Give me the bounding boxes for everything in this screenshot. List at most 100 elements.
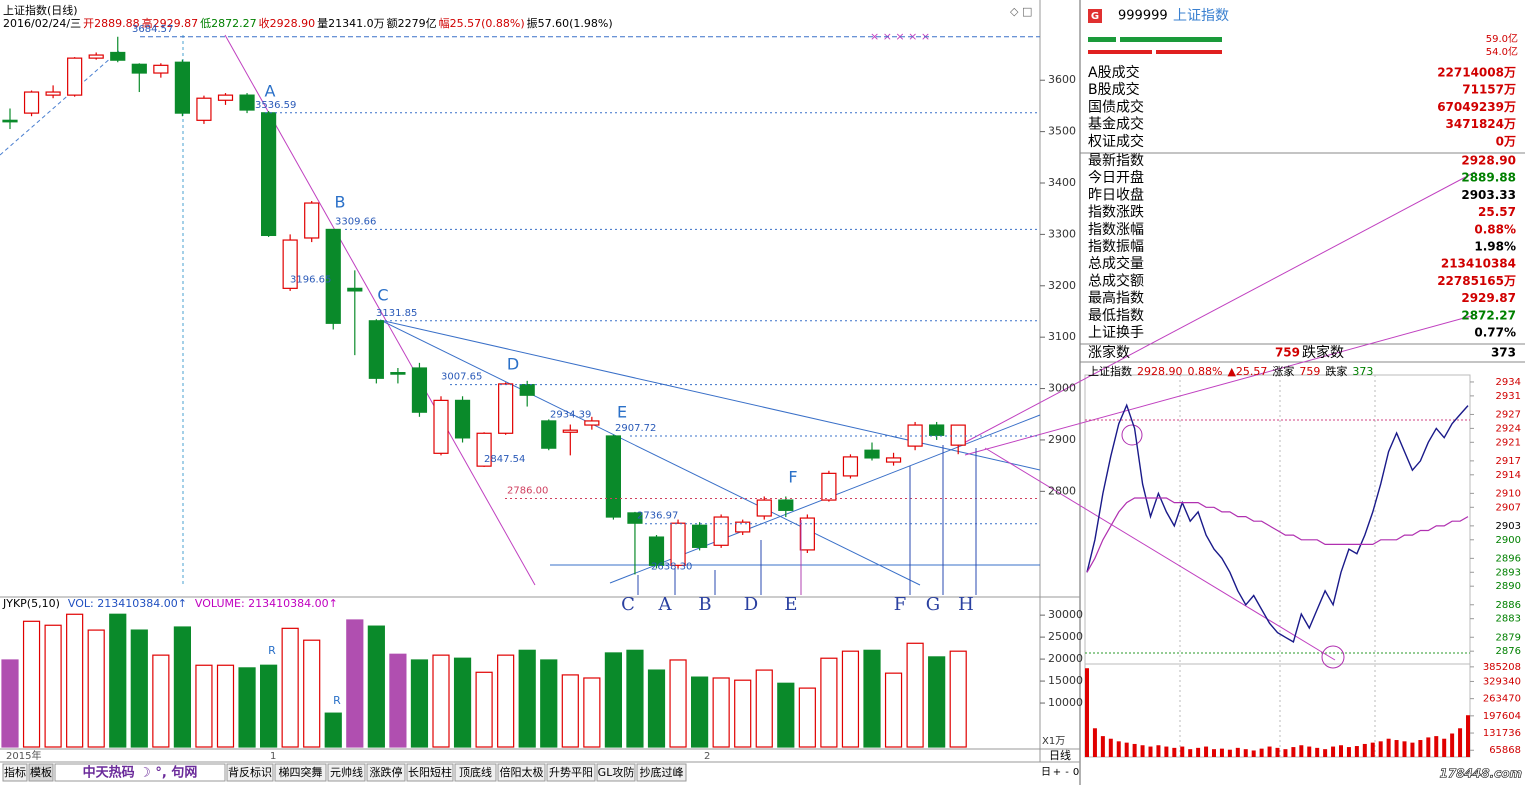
y-tick-label: 2917 [1496, 456, 1521, 467]
candle-body [411, 367, 428, 413]
bar-label: 59.0亿 [1486, 32, 1518, 45]
row-value: 71157万 [1462, 83, 1516, 97]
y-tick-label: 2924 [1496, 423, 1521, 434]
minute-volume-bar [1100, 736, 1105, 757]
y-tick-label: 2893 [1496, 567, 1521, 578]
toolbar-tab-label[interactable]: 梯四突舞 [279, 765, 323, 779]
minute-header-item: 涨家 [1272, 364, 1294, 378]
candle-body [131, 63, 147, 74]
volume-bar [647, 669, 666, 748]
toolbar-tab[interactable] [54, 763, 226, 782]
zoom-control[interactable]: - [1065, 767, 1069, 778]
price-label: 3684.57 [132, 24, 173, 35]
row-value: 1.98% [1474, 240, 1516, 254]
chart-title: 上证指数(日线) [3, 3, 78, 17]
row-label: A股成交 [1088, 64, 1140, 81]
trend-line [379, 319, 921, 586]
row-value: 2903.33 [1461, 188, 1516, 202]
zoom-control[interactable]: 日 [1041, 767, 1051, 778]
volume-bar [303, 639, 321, 748]
toolbar-tab-label[interactable]: 元帅线 [330, 765, 363, 779]
toolbar-tab[interactable] [636, 763, 687, 782]
toolbar-tab[interactable] [497, 763, 546, 782]
candle-body [239, 94, 255, 111]
minute-volume-bar [1378, 741, 1383, 757]
minute-header-item: 2928.90 [1137, 365, 1183, 378]
volume-bar [367, 625, 385, 748]
price-label: 3131.85 [376, 308, 417, 319]
toolbar-tab[interactable] [366, 763, 406, 782]
row-label: 今日开盘 [1088, 169, 1144, 186]
toolbar-tab[interactable] [327, 763, 366, 782]
volume-bar [777, 682, 795, 748]
minute-volume-bar [1196, 747, 1201, 757]
minute-header-item: 跌家 [1325, 364, 1347, 378]
candle-body [368, 320, 384, 379]
minute-volume-bar [1283, 749, 1288, 757]
toolbar-tab[interactable] [454, 763, 497, 782]
y-tick-label: 2927 [1496, 409, 1521, 420]
toolbar-tab-label[interactable]: 顶底线 [459, 765, 492, 779]
toolbar-tab[interactable] [2, 763, 28, 782]
toolbar-tab-label[interactable]: 倍阳太极 [500, 765, 544, 779]
price-label: 2907.72 [615, 423, 656, 434]
window-icons[interactable]: ◇ □ [1010, 5, 1032, 18]
trend-line [964, 314, 1476, 456]
toolbar-tab-label[interactable]: 模板 [30, 765, 52, 779]
volume-bar [712, 677, 730, 748]
toolbar-tab-label[interactable]: 背反标识 [228, 765, 272, 779]
badge: G [1091, 11, 1099, 22]
candle-body [799, 517, 815, 551]
y-tick-label: 25000 [1048, 630, 1083, 643]
price-label: 2638.30 [651, 561, 692, 572]
y-tick-label: 2896 [1496, 553, 1521, 564]
y-tick-label: 2907 [1496, 502, 1521, 513]
toolbar-tab[interactable] [596, 763, 636, 782]
toolbar-tab-label[interactable]: 长阳短柱 [408, 765, 452, 779]
y-tick-label: 3200 [1048, 279, 1076, 292]
y-tick-label: 2903 [1496, 521, 1521, 532]
minute-volume-bar [1386, 738, 1391, 757]
volume-bar [755, 669, 773, 748]
toolbar-tab-label[interactable]: 中天热码 ☽ °, 句网 [83, 765, 198, 781]
minute-volume-bar [1227, 749, 1232, 757]
price-label: 2736.97 [637, 511, 678, 522]
volume-bar [690, 676, 709, 748]
candle-body [864, 449, 880, 459]
row-label: 权证成交 [1088, 133, 1144, 150]
toolbar-tab[interactable] [406, 763, 454, 782]
highlight-circle [1121, 424, 1143, 446]
candle-body [498, 383, 514, 434]
toolbar-tab-label[interactable]: GL攻防 [598, 765, 635, 779]
minute-volume-bar [1092, 728, 1097, 757]
breadth-label: 跌家数 [1302, 344, 1344, 361]
row-label: 基金成交 [1088, 116, 1144, 133]
volume-bar [453, 657, 472, 748]
candle-body [304, 202, 320, 239]
minute-volume-bar [1172, 747, 1177, 757]
candle-body [605, 435, 622, 518]
row-value: 2928.90 [1461, 154, 1516, 168]
zoom-control[interactable]: 0 [1073, 767, 1079, 778]
toolbar-tab-label[interactable]: 涨跌停 [370, 765, 403, 779]
toolbar-tab[interactable] [546, 763, 596, 782]
minute-volume-bar [1426, 737, 1431, 757]
wave-marker: A [658, 594, 673, 615]
y-tick-label: 3600 [1048, 73, 1076, 86]
minute-volume-bar [1140, 745, 1145, 757]
zoom-control[interactable]: + [1053, 767, 1061, 778]
volume-bar [432, 654, 450, 748]
toolbar-tab-label[interactable]: 指标 [4, 765, 26, 779]
volume-bar [475, 671, 493, 748]
volume-bar [216, 664, 235, 748]
trend-line [379, 319, 1041, 471]
minute-volume-bar [1394, 740, 1399, 757]
minute-volume-bar [1362, 743, 1367, 757]
toolbar-tab-label[interactable]: 抄底过峰 [640, 765, 684, 779]
toolbar-tab[interactable] [28, 763, 54, 782]
candle-body [196, 97, 212, 121]
toolbar-tab-label[interactable]: 升势平阳 [549, 766, 593, 779]
toolbar-tab[interactable] [226, 763, 274, 782]
toolbar-tab[interactable] [274, 763, 327, 782]
